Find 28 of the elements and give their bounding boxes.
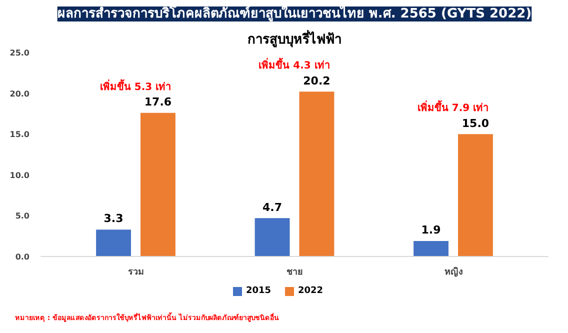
data-label: 15.0 [462, 116, 490, 130]
annotation: เพิ่มขึ้น 4.3 เท่า [258, 58, 330, 72]
y-tick-label: 20.0 [10, 89, 30, 98]
bar [140, 112, 176, 256]
annotation: เพิ่มขึ้น 7.9 เท่า [417, 100, 490, 114]
bar [458, 134, 493, 256]
data-label: 1.9 [421, 224, 441, 237]
data-label: 20.2 [303, 74, 330, 88]
y-tick-label: 25.0 [10, 48, 30, 58]
y-tick-label: 10.0 [10, 170, 30, 180]
bar [414, 240, 448, 256]
x-tick-label: หญิง [444, 266, 462, 278]
legend-label: 2022 [298, 286, 324, 296]
data-label: 17.6 [144, 96, 172, 109]
y-tick-label: 15.0 [10, 130, 30, 140]
y-tick-label: 5.0 [15, 212, 30, 221]
bar [96, 230, 131, 256]
x-tick-label: รวม [128, 268, 144, 278]
x-tick-label: ชาย [286, 268, 302, 278]
bar [299, 92, 334, 256]
data-label: 3.3 [104, 212, 124, 226]
chart-title: ผลการสำรวจการบริโภคผลิตภัณฑ์ยาสูบในเยาวชนไทย พ.ศ. 2565 (GYTS 2022) [57, 4, 532, 22]
legend-label: 2015 [246, 286, 271, 296]
data-label: 4.7 [262, 200, 282, 214]
y-tick-label: 0.0 [15, 252, 30, 262]
chart-subtitle: การสูบบุหรี่ไฟฟ้า [248, 30, 342, 48]
bar [254, 218, 290, 256]
annotation: เพิ่มขึ้น 5.3 เท่า [100, 78, 172, 93]
